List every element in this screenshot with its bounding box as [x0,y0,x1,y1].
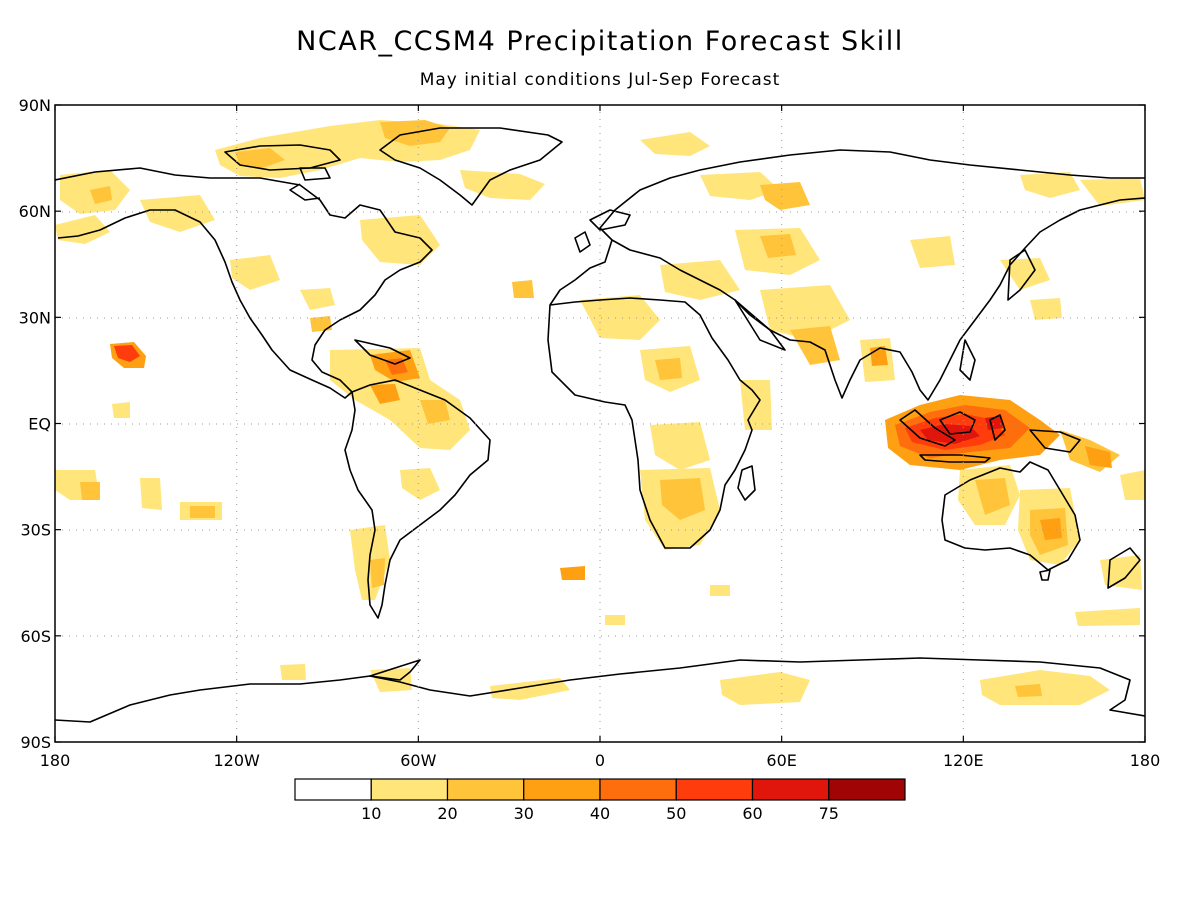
longitude-axis: 180 120W 60W 0 60E 120E 180 [40,105,1161,770]
colorbar-segment [751,778,830,801]
lon-label: 180 [40,751,71,770]
colorbar-label: 60 [742,804,762,823]
colorbar: 10 20 30 40 50 60 75 [294,778,906,823]
lat-label: EQ [28,415,51,434]
lat-label: 90S [20,733,51,752]
colorbar-label: 75 [819,804,839,823]
colorbar-segment [523,778,601,801]
chart-subtitle: May initial conditions Jul-Sep Forecast [419,70,781,90]
colorbar-label: 40 [590,804,610,823]
skill-shading [55,120,1145,705]
lon-label: 60E [766,751,796,770]
lat-label: 60S [20,627,51,646]
lon-label: 180 [1130,751,1161,770]
colorbar-segment [599,778,677,801]
colorbar-label: 30 [514,804,534,823]
colorbar-segment [828,778,906,801]
colorbar-segment [675,778,754,801]
coastlines [55,127,1145,723]
lon-label: 0 [595,751,605,770]
lat-label: 30N [19,308,51,327]
lat-label: 90N [19,96,51,115]
latitude-axis: 90N 60N 30N EQ 30S 60S 90S [19,96,1145,752]
lon-label: 120E [943,751,984,770]
chart-title: NCAR_CCSM4 Precipitation Forecast Skill [296,26,904,57]
lat-label: 30S [20,521,51,540]
colorbar-label: 10 [361,804,381,823]
colorbar-segment [294,778,372,801]
colorbar-segment [370,778,449,801]
colorbar-label: 50 [666,804,686,823]
lon-label: 120W [213,751,260,770]
colorbar-label: 20 [437,804,457,823]
lat-label: 60N [19,202,51,221]
lon-label: 60W [400,751,436,770]
colorbar-segment [446,778,525,801]
